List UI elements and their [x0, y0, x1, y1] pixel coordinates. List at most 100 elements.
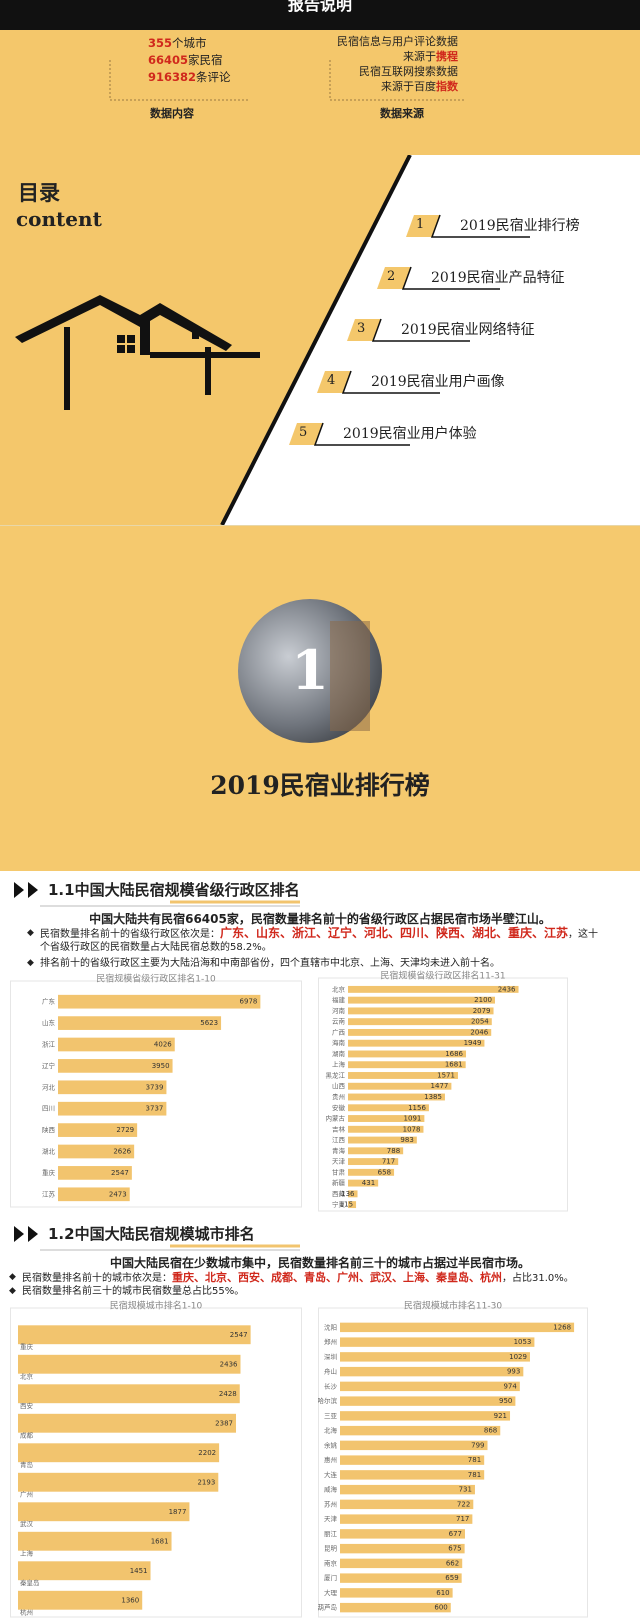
bar	[340, 1558, 463, 1569]
toc-tab-edges	[313, 214, 530, 446]
toc-number: 2	[387, 269, 396, 284]
chart-title: 民宿规模省级行政区排名11-31	[380, 970, 505, 982]
value-label: 722	[457, 1500, 470, 1508]
category-label: 重庆	[42, 1168, 56, 1177]
category-label: 湖南	[332, 1049, 346, 1058]
value-label: 1571	[437, 1071, 455, 1079]
category-label: 江苏	[42, 1189, 56, 1198]
value-label: 1029	[509, 1353, 527, 1361]
toc-number: 1	[416, 217, 425, 232]
bar	[348, 985, 519, 993]
source-line: 民宿信息与用户评论数据	[300, 34, 458, 49]
value-label: 2193	[197, 1478, 215, 1486]
category-label: 重庆	[20, 1342, 34, 1351]
category-label: 内蒙古	[326, 1114, 346, 1123]
cover-graphics	[238, 599, 382, 743]
value-label: 3950	[152, 1062, 170, 1070]
source-line: 来源于携程	[300, 49, 458, 64]
source-line: 来源于百度指数	[300, 79, 458, 94]
bar	[348, 1093, 445, 1101]
category-label: 河北	[42, 1083, 56, 1091]
chart-title: 民宿规模城市排名1-10	[110, 1300, 203, 1312]
value-label: 731	[459, 1486, 472, 1494]
bar	[18, 1531, 172, 1551]
value-label: 1686	[445, 1050, 463, 1058]
value-label: 431	[362, 1179, 375, 1187]
bar	[340, 1411, 511, 1421]
value-label: 1681	[151, 1537, 169, 1545]
toc-number: 3	[357, 321, 366, 336]
source-text: 来源于	[403, 50, 436, 63]
bullet-tail: ，占比31.0%。	[502, 1273, 574, 1284]
bar	[340, 1543, 465, 1554]
bar	[340, 1573, 462, 1583]
value-label: 2547	[111, 1169, 129, 1177]
category-label: 大理	[324, 1588, 338, 1597]
category-label: 成都	[20, 1431, 34, 1440]
category-label: 福建	[332, 995, 346, 1004]
bar	[348, 1179, 379, 1187]
category-label: 江西	[332, 1136, 346, 1144]
toc-label: 2019民宿业网络特征	[401, 322, 535, 338]
value-label: 2054	[471, 1018, 489, 1026]
category-label: 郑州	[324, 1338, 337, 1346]
bar	[58, 1123, 138, 1137]
bar	[348, 1125, 424, 1133]
value-label: 610	[436, 1589, 449, 1597]
bar-chart: 民宿规模城市排名1-10 重庆 2547 北京 2436 西安 2428 成都 2387 青岛 22…	[10, 1300, 302, 1618]
bar	[18, 1590, 143, 1610]
category-label: 贵州	[332, 1092, 345, 1101]
bullet-text: 民宿数量排名前十的城市依次是：	[22, 1273, 172, 1284]
value-label: 2046	[470, 1028, 488, 1036]
category-label: 安徽	[332, 1103, 346, 1112]
category-label: 广东	[42, 997, 56, 1006]
bar	[348, 1039, 485, 1047]
intro-lines	[109, 60, 465, 101]
category-label: 天津	[324, 1515, 338, 1523]
value-label: 658	[378, 1168, 391, 1176]
part-lead: 中国大陆共有民宿66405家，民宿数量排名前十的省级行政区占据民宿市场半壁江山。	[89, 912, 551, 926]
category-label: 北海	[324, 1426, 338, 1435]
bar	[58, 1059, 173, 1073]
value-label: 675	[448, 1545, 461, 1553]
bar	[58, 1080, 167, 1095]
bullet-highlight: 广东、山东、浙江、辽宁、河北、四川、陕西、湖北、重庆、江苏	[220, 926, 569, 940]
bar	[348, 1136, 417, 1144]
category-label: 深圳	[324, 1352, 337, 1361]
bullet-tail: ，这十个省级行政区的民宿数量占大陆民宿总数的58.2%。	[40, 929, 599, 953]
value-label: 2626	[113, 1148, 131, 1156]
toc-number: 5	[299, 425, 308, 440]
category-label: 新疆	[332, 1178, 346, 1187]
bar	[58, 1187, 130, 1202]
bar	[348, 1018, 492, 1026]
value-label: 600	[434, 1604, 447, 1612]
bar	[18, 1413, 237, 1433]
content-lines: 355个城市 66405家民宿 916382条评论	[148, 35, 231, 86]
content-label: 数据内容	[150, 107, 194, 120]
category-label: 辽宁	[42, 1061, 56, 1070]
category-label: 惠州	[324, 1455, 337, 1464]
diagonal-panel	[222, 155, 640, 525]
toc-label: 2019民宿业产品特征	[431, 270, 565, 286]
category-label: 西藏	[332, 1189, 346, 1198]
source-highlight: 携程	[436, 50, 458, 63]
bullet-text: 排名前十的省级行政区主要为大陆沿海和中南部省份，四个直辖市中北京、上海、天津均未…	[40, 958, 500, 969]
content-number: 916382	[148, 70, 197, 84]
chart-frame	[318, 977, 568, 1212]
bar	[340, 1322, 575, 1333]
category-label: 长沙	[324, 1381, 338, 1390]
category-label: 宁夏	[332, 1200, 346, 1209]
bar	[18, 1561, 151, 1581]
value-label: 115	[340, 1201, 353, 1209]
category-label: 海南	[332, 1038, 346, 1047]
bar	[340, 1396, 516, 1406]
bar	[348, 1072, 458, 1079]
bar	[58, 1016, 222, 1030]
bar	[340, 1602, 451, 1613]
value-label: 2079	[473, 1007, 491, 1015]
toc-section: 目录 content 1 2019民宿业排行榜 2 2019民宿业产品特征 3 …	[0, 155, 640, 525]
category-label: 杭州	[20, 1608, 33, 1617]
value-label: 659	[445, 1574, 458, 1582]
value-label: 1156	[408, 1104, 426, 1112]
value-label: 788	[387, 1147, 400, 1155]
